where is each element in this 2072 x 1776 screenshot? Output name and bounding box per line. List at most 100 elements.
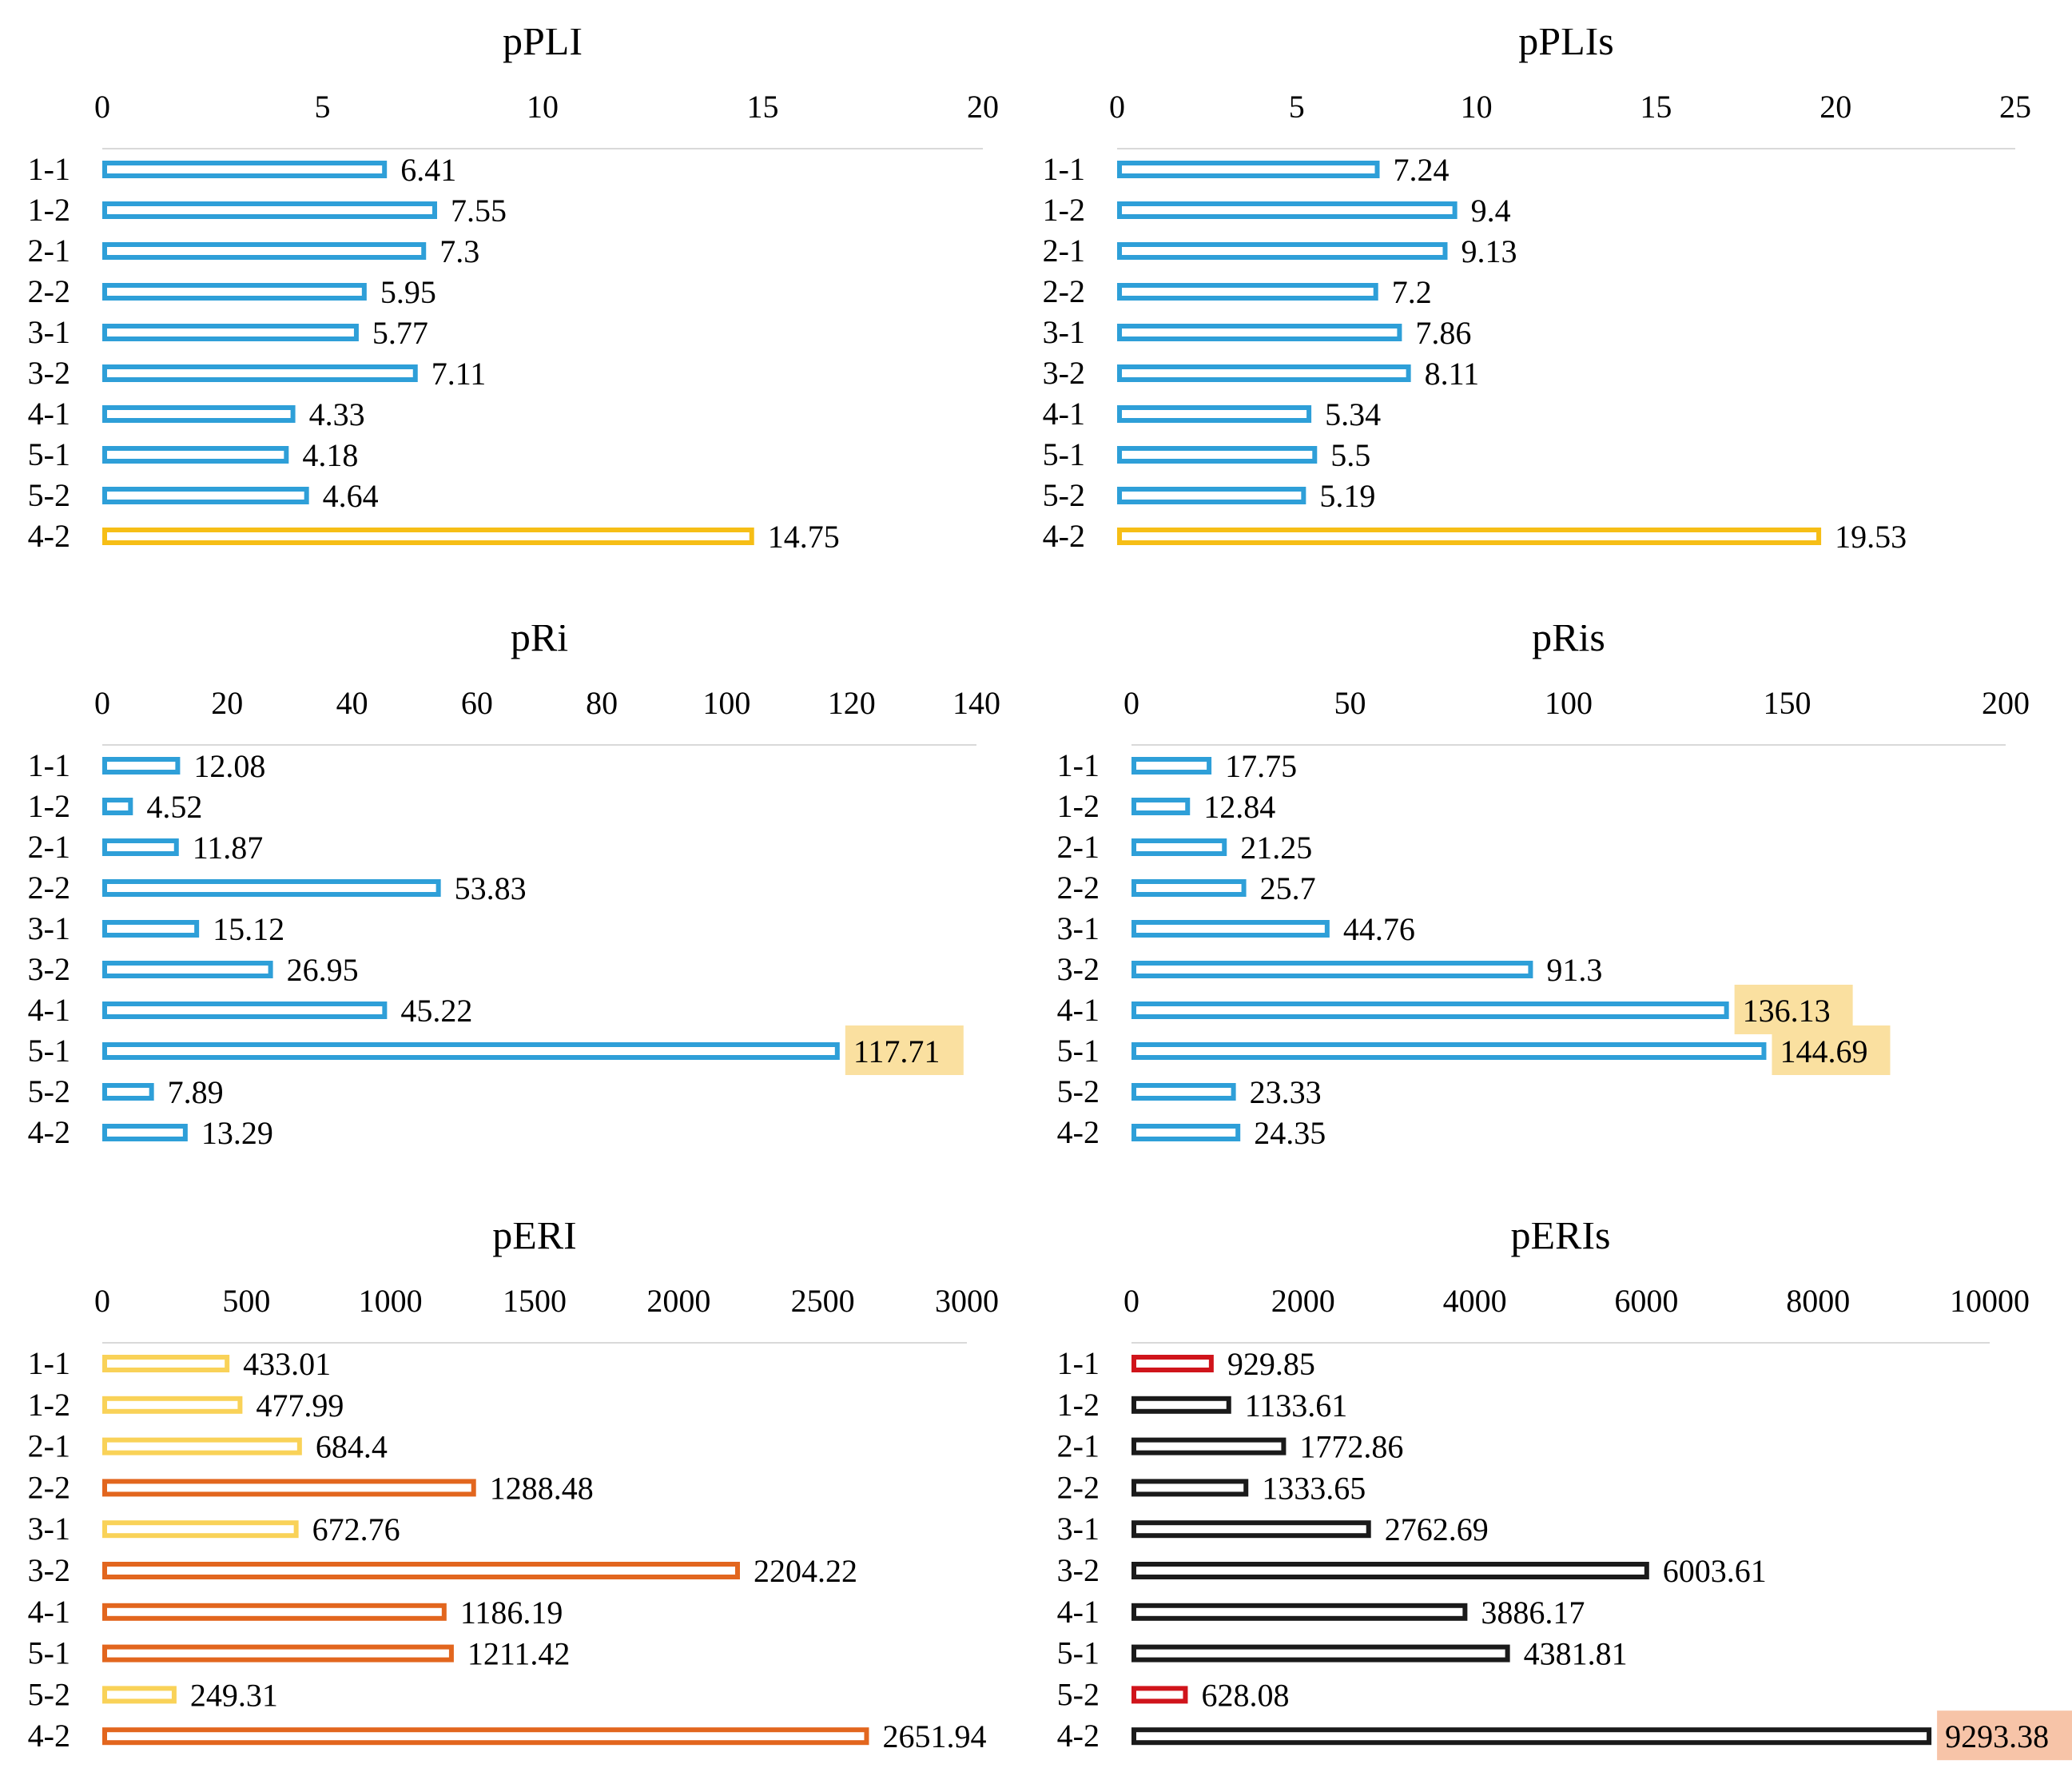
bar [102, 1396, 243, 1414]
bar [102, 757, 181, 775]
bar [102, 1083, 154, 1101]
x-tick-label: 20 [211, 685, 243, 721]
data-label: 1133.61 [1245, 1388, 1348, 1424]
category-label: 5-1 [1043, 436, 1085, 472]
category-label: 5-1 [28, 1033, 70, 1069]
data-label: 684.4 [316, 1429, 388, 1465]
x-tick-label: 0 [94, 685, 110, 721]
bar [102, 242, 427, 260]
category-label: 3-2 [28, 1552, 70, 1588]
category-label: 4-1 [28, 396, 70, 432]
x-tick-label: 0 [1123, 1283, 1139, 1319]
data-label: 7.86 [1415, 315, 1471, 351]
data-label: 136.13 [1743, 993, 1831, 1029]
bar [1131, 879, 1247, 897]
category-label: 1-2 [28, 192, 70, 228]
bar [102, 283, 367, 301]
category-label: 1-2 [1057, 788, 1100, 824]
bar [102, 1355, 230, 1372]
data-label: 45.22 [400, 993, 472, 1029]
bar [102, 405, 296, 423]
category-label: 2-2 [28, 870, 70, 906]
data-label: 53.83 [455, 870, 527, 906]
x-tick-label: 500 [222, 1283, 270, 1319]
data-label: 477.99 [256, 1388, 344, 1424]
chart-pri: pRi 0 20 40 60 80 100 120 140 1-1 12.08 1-2 4.52 2-1 1… [0, 625, 1023, 1217]
data-label: 12.84 [1203, 789, 1275, 825]
x-tick-label: 140 [952, 685, 1000, 721]
data-label: 2651.94 [882, 1718, 986, 1754]
data-label: 91.3 [1546, 952, 1602, 988]
x-tick-label: 120 [828, 685, 876, 721]
data-label: 249.31 [190, 1677, 278, 1713]
data-label: 9293.38 [1945, 1718, 2049, 1754]
x-tick-label: 15 [1640, 89, 1672, 125]
bar [1117, 405, 1312, 423]
chart-peri: pERI 0 500 1000 1500 2000 2500 3000 1-1 433.01 1-2… [0, 1223, 1023, 1776]
category-label: 3-2 [28, 951, 70, 987]
bar [102, 798, 133, 815]
x-tick-label: 2500 [791, 1283, 855, 1319]
data-label: 4.64 [323, 478, 379, 514]
bar [102, 201, 438, 219]
label-highlight [845, 1025, 964, 1075]
data-label: 13.29 [201, 1115, 273, 1151]
bar [1131, 1603, 1468, 1621]
data-label: 44.76 [1343, 911, 1415, 947]
data-label: 9.4 [1471, 193, 1511, 229]
x-tick-label: 100 [1545, 685, 1593, 721]
x-tick-label: 10000 [1950, 1283, 2030, 1319]
x-tick-label: 5 [1289, 89, 1305, 125]
bar [102, 364, 418, 382]
category-label: 1-2 [1043, 192, 1085, 228]
category-label: 5-1 [1057, 1033, 1100, 1069]
data-label: 5.34 [1325, 396, 1381, 432]
category-label: 4-1 [28, 992, 70, 1028]
data-label: 7.55 [451, 193, 507, 229]
bar [102, 961, 273, 978]
x-tick-label: 200 [1982, 685, 2030, 721]
bar [1131, 1479, 1249, 1497]
x-tick-label: 3000 [935, 1283, 999, 1319]
data-label: 144.69 [1780, 1033, 1867, 1069]
data-label: 4.52 [146, 789, 202, 825]
category-label: 5-1 [28, 1635, 70, 1671]
data-label: 5.19 [1319, 478, 1375, 514]
category-label: 1-2 [28, 788, 70, 824]
bar [1131, 1355, 1214, 1372]
data-label: 19.53 [1835, 519, 1907, 555]
data-label: 5.95 [380, 274, 436, 310]
category-label: 2-2 [28, 273, 70, 309]
x-tick-label: 40 [336, 685, 368, 721]
bar [102, 1644, 454, 1663]
category-label: 5-2 [28, 477, 70, 513]
category-label: 3-1 [28, 314, 70, 350]
category-label: 5-1 [1057, 1635, 1100, 1671]
bar [1131, 1686, 1188, 1704]
data-label: 7.3 [439, 233, 479, 269]
bar [1131, 1124, 1241, 1141]
chart-peris: pERIs 0 2000 4000 6000 8000 10000 1-1 929.85 1-2 1… [1037, 1223, 2072, 1776]
bar [1117, 161, 1380, 178]
category-label: 2-2 [1057, 870, 1100, 906]
category-label: 3-1 [28, 910, 70, 946]
data-label: 929.85 [1227, 1346, 1315, 1382]
data-label: 4381.81 [1524, 1636, 1628, 1672]
category-label: 3-1 [1043, 314, 1085, 350]
category-label: 1-1 [1043, 151, 1085, 187]
bar [102, 1686, 177, 1704]
chart-title: pERIs [1511, 1223, 1611, 1257]
bar [1131, 798, 1191, 815]
category-label: 2-2 [28, 1469, 70, 1505]
x-tick-label: 0 [94, 1283, 110, 1319]
bar [1131, 838, 1227, 856]
category-label: 4-2 [1057, 1718, 1100, 1754]
data-label: 5.77 [372, 315, 428, 351]
category-label: 4-2 [28, 518, 70, 554]
data-label: 7.11 [432, 356, 487, 392]
bar [1131, 1562, 1649, 1579]
category-label: 5-2 [28, 1676, 70, 1712]
bar [1131, 1437, 1287, 1455]
data-label: 5.5 [1330, 437, 1370, 473]
x-tick-label: 10 [527, 89, 559, 125]
